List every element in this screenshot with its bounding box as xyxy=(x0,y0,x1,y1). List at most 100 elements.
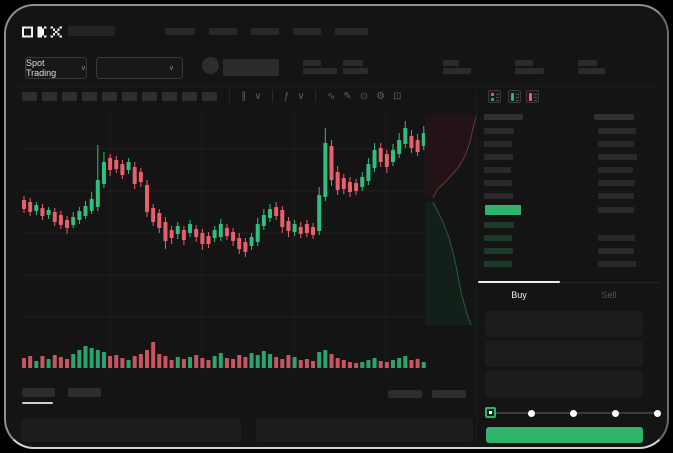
chevron-down-icon[interactable]: ∨ xyxy=(297,90,305,102)
bottom-panel-action[interactable] xyxy=(432,390,466,398)
toolbar-divider: │ xyxy=(269,90,276,102)
slider-stop[interactable] xyxy=(653,409,661,417)
ask-row-amount[interactable] xyxy=(598,193,634,199)
stat-value-placeholder xyxy=(578,68,605,74)
table-row-placeholder xyxy=(21,418,241,442)
camera-icon[interactable]: ⊙ xyxy=(359,90,369,102)
indicators-icon[interactable]: ƒ xyxy=(283,90,290,102)
timeframe-button[interactable] xyxy=(22,92,37,101)
stat-value-placeholder xyxy=(515,68,544,74)
bid-row-amount[interactable] xyxy=(598,248,634,254)
candlestick-chart[interactable] xyxy=(20,112,426,379)
draw-tool-icon[interactable]: ✎ xyxy=(343,90,352,102)
amount-slider[interactable] xyxy=(484,406,664,420)
coin-avatar[interactable] xyxy=(202,57,219,74)
stat-value-placeholder xyxy=(343,68,368,74)
stat-label-placeholder xyxy=(515,60,533,66)
ask-row-amount[interactable] xyxy=(598,167,633,173)
ask-row-price[interactable] xyxy=(484,154,513,160)
chart-toolbar-icons: │ ∥ ∨ │ ƒ ∨ │ ∿ ✎ ⊙ ⚙ ⊡ xyxy=(227,90,402,103)
ask-row-amount[interactable] xyxy=(598,180,635,186)
orderbook-header-right xyxy=(594,114,634,120)
buy-button[interactable] xyxy=(486,427,643,443)
bottom-tab[interactable] xyxy=(68,388,101,397)
market-type-dropdown[interactable]: Spot Trading ∨ xyxy=(25,57,87,79)
order-input-field[interactable] xyxy=(485,311,643,337)
ask-row-price[interactable] xyxy=(484,180,512,186)
bid-row-price[interactable] xyxy=(484,235,512,241)
okx-logo[interactable] xyxy=(22,25,64,38)
okx-logo-glyph xyxy=(22,26,62,38)
bottom-tab[interactable] xyxy=(22,388,55,397)
chart-canvas[interactable] xyxy=(20,112,426,374)
nav-menu-item[interactable] xyxy=(165,28,195,35)
timeframe-button[interactable] xyxy=(122,92,137,101)
timeframe-button[interactable] xyxy=(162,92,177,101)
header-placeholder xyxy=(68,26,115,36)
orderbook-view-asks-icon[interactable] xyxy=(526,90,539,103)
active-tab-indicator xyxy=(478,281,560,283)
fullscreen-icon[interactable]: ⊡ xyxy=(393,90,402,102)
chevron-down-icon: ∨ xyxy=(80,64,86,72)
bid-row-price[interactable] xyxy=(484,248,513,254)
order-input-field[interactable] xyxy=(485,341,643,367)
bottom-panel-action[interactable] xyxy=(388,390,422,398)
tab-buy[interactable]: Buy xyxy=(511,290,527,300)
ask-row-price[interactable] xyxy=(484,128,514,134)
slider-stop[interactable] xyxy=(611,409,619,417)
ask-row-price[interactable] xyxy=(484,167,511,173)
price-row-amount xyxy=(598,207,634,213)
order-input-field[interactable] xyxy=(485,371,643,397)
ask-row-price[interactable] xyxy=(484,193,513,199)
orderbook-view-bids-icon[interactable] xyxy=(508,90,521,103)
pair-selector-dropdown[interactable]: ∨ xyxy=(96,57,183,79)
chevron-down-icon: ∨ xyxy=(168,64,174,72)
pair-name-placeholder xyxy=(223,59,279,76)
last-price-bar[interactable] xyxy=(485,205,521,215)
tab-sell[interactable]: Sell xyxy=(601,290,617,300)
market-type-label: Spot Trading xyxy=(26,58,57,78)
timeframe-button[interactable] xyxy=(102,92,117,101)
nav-menu-item[interactable] xyxy=(293,28,321,35)
timeframe-button[interactable] xyxy=(142,92,157,101)
bid-row-amount[interactable] xyxy=(598,261,636,267)
header-divider xyxy=(14,86,659,87)
okx-trading-app: Spot Trading ∨ ∨ │ ∥ ∨ │ ƒ ∨ │ ∿ ✎ ⊙ ⚙ ⊡ xyxy=(6,6,667,447)
nav-menu-item[interactable] xyxy=(251,28,279,35)
stat-label-placeholder xyxy=(578,60,597,66)
bid-row-price[interactable] xyxy=(484,222,514,228)
nav-menu-item[interactable] xyxy=(209,28,237,35)
ask-row-amount[interactable] xyxy=(598,154,637,160)
slider-handle[interactable] xyxy=(484,407,496,418)
timeframe-button[interactable] xyxy=(82,92,97,101)
timeframe-buttons xyxy=(22,92,217,101)
panel-divider xyxy=(476,90,477,442)
slider-stop[interactable] xyxy=(528,409,536,417)
table-row-placeholder xyxy=(256,418,473,442)
stat-label-placeholder xyxy=(303,60,321,66)
nav-menu-item[interactable] xyxy=(335,28,368,35)
timeframe-button[interactable] xyxy=(62,92,77,101)
depth-canvas xyxy=(425,113,478,326)
ask-row-price[interactable] xyxy=(484,141,512,147)
bid-row-price[interactable] xyxy=(484,261,512,267)
trend-line-icon[interactable]: ∿ xyxy=(326,90,336,102)
chevron-down-icon[interactable]: ∨ xyxy=(254,90,262,102)
toolbar-divider: │ xyxy=(312,90,319,102)
ask-row-amount[interactable] xyxy=(598,141,634,147)
timeframe-button[interactable] xyxy=(182,92,197,101)
top-nav-menu xyxy=(165,28,368,35)
stat-value-placeholder xyxy=(443,68,471,74)
stat-value-placeholder xyxy=(303,68,337,74)
ask-row-amount[interactable] xyxy=(598,128,636,134)
bid-row-amount[interactable] xyxy=(598,235,635,241)
orderbook-view-combined-icon[interactable] xyxy=(488,90,501,103)
candle-style-icon[interactable]: ∥ xyxy=(241,90,247,102)
settings-gear-icon[interactable]: ⚙ xyxy=(376,90,386,102)
device-frame: Spot Trading ∨ ∨ │ ∥ ∨ │ ƒ ∨ │ ∿ ✎ ⊙ ⚙ ⊡ xyxy=(4,4,669,449)
timeframe-button[interactable] xyxy=(42,92,57,101)
trade-tabs-divider xyxy=(478,282,659,283)
slider-stop[interactable] xyxy=(570,409,577,417)
depth-chart xyxy=(425,110,479,331)
timeframe-button[interactable] xyxy=(202,92,217,101)
